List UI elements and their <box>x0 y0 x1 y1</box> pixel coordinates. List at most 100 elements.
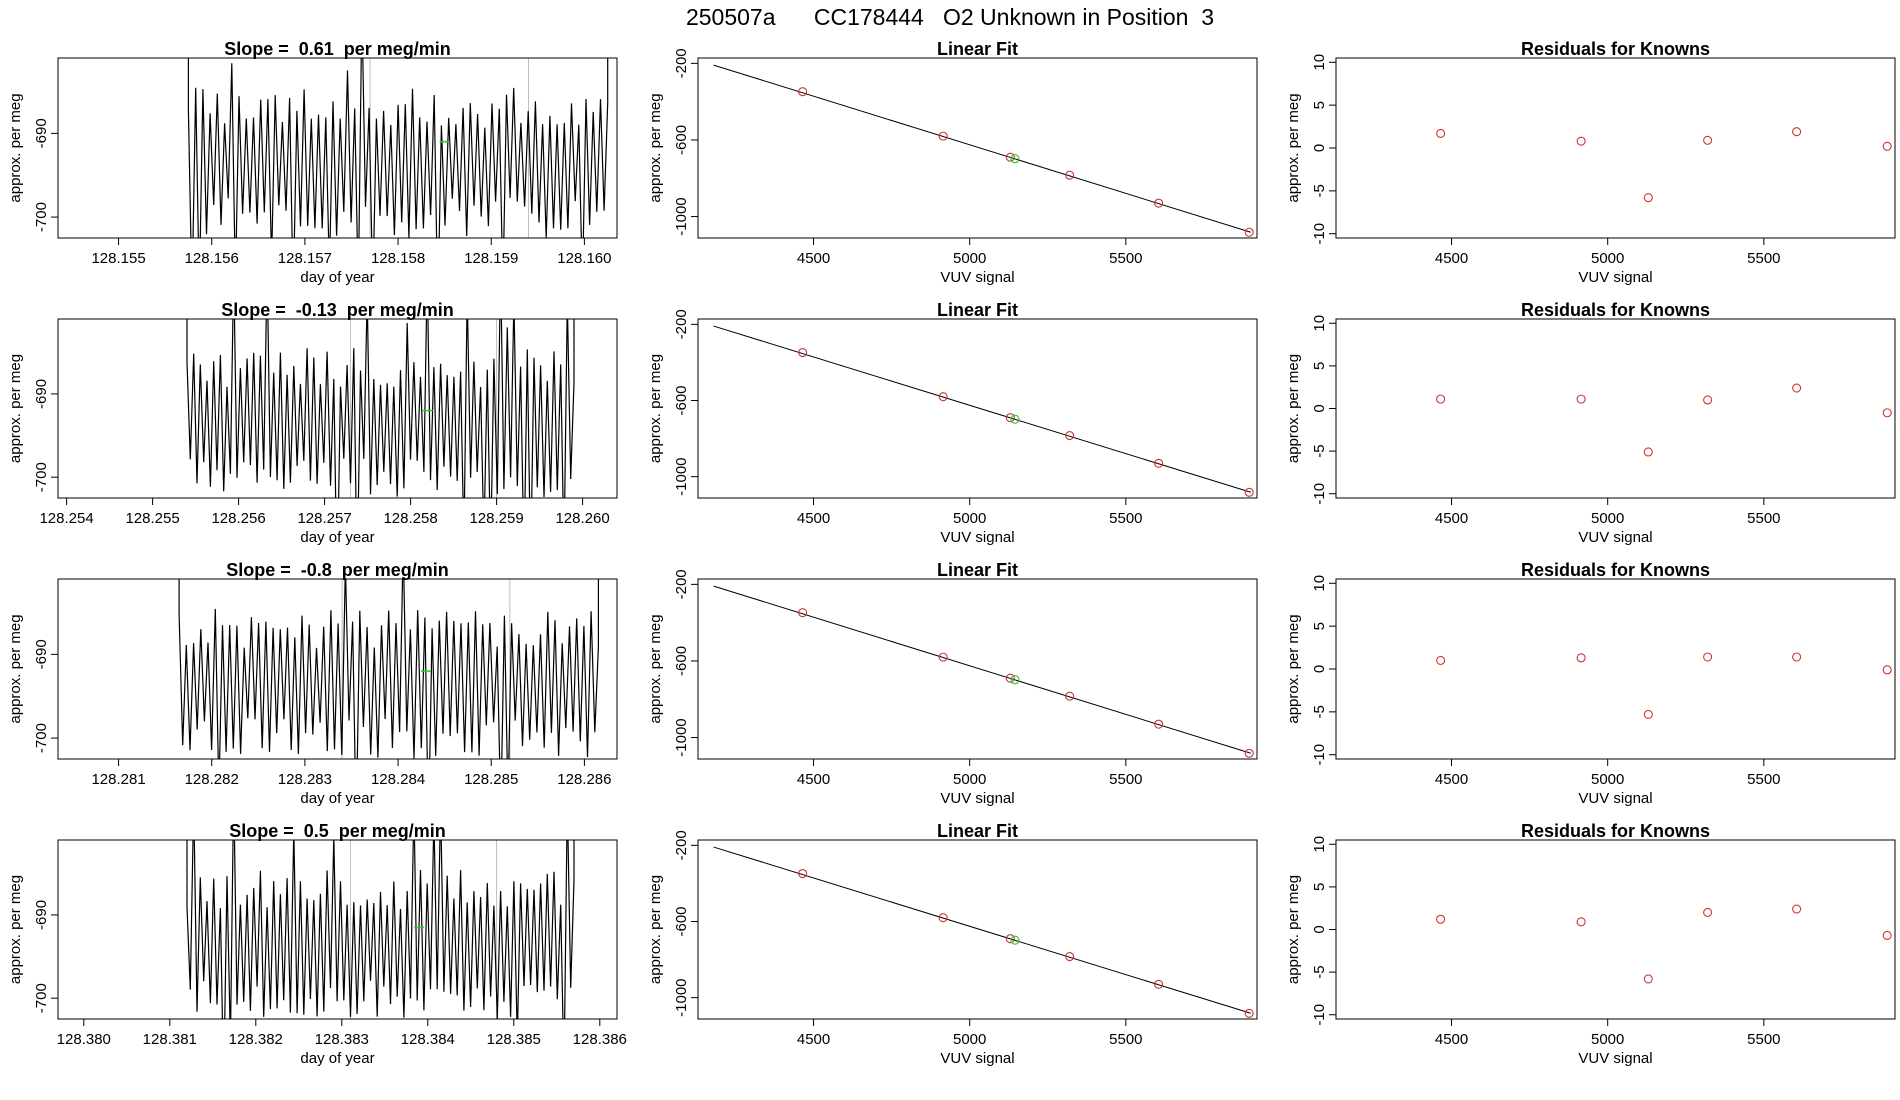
known-point <box>1643 447 1653 457</box>
signal-trace <box>186 840 575 1019</box>
unknown-point <box>1010 675 1020 685</box>
x-tick-label: 128.386 <box>573 1031 627 1048</box>
x-tick-label: 128.384 <box>401 1031 455 1048</box>
x-tick-label: 128.256 <box>211 510 265 527</box>
y-tick-label: -690 <box>33 379 50 409</box>
x-tick-label: 5000 <box>953 771 986 788</box>
x-tick-label: 5500 <box>1109 250 1142 267</box>
x-tick-label: 5000 <box>1591 771 1624 788</box>
y-tick-label: 10 <box>1311 315 1328 332</box>
x-tick-label: 5000 <box>1591 250 1624 267</box>
known-point <box>1005 413 1015 423</box>
x-tick-label: 5500 <box>1109 771 1142 788</box>
plot-area <box>713 64 1254 237</box>
y-tick-label: 5 <box>1311 362 1328 370</box>
known-point <box>1436 394 1446 404</box>
signal-trace <box>187 58 609 238</box>
plot-area <box>1436 383 1892 457</box>
unknown-point <box>1010 935 1020 945</box>
x-axis-label: day of year <box>300 790 374 807</box>
x-tick-label: 128.281 <box>91 771 145 788</box>
plot-area <box>186 840 575 1019</box>
y-tick-label: -690 <box>33 118 50 148</box>
known-point <box>1882 141 1892 151</box>
known-point <box>938 131 948 141</box>
x-tick-label: 5500 <box>1747 771 1780 788</box>
known-point <box>1005 934 1015 944</box>
fit-line <box>713 846 1251 1014</box>
x-tick-label: 128.159 <box>464 250 518 267</box>
plot-frame <box>1335 578 1896 760</box>
y-tick-label: 0 <box>1311 404 1328 412</box>
y-tick-label: 5 <box>1311 622 1328 630</box>
chart-title: Residuals for Knowns <box>1521 821 1710 841</box>
x-tick-label: 128.158 <box>371 250 425 267</box>
x-tick-label: 4500 <box>1435 771 1468 788</box>
y-tick-label: 0 <box>1311 665 1328 673</box>
known-point <box>1244 1008 1254 1018</box>
chart-title: Slope = -0.13 per meg/min <box>221 300 454 320</box>
x-tick-label: 128.383 <box>315 1031 369 1048</box>
chart-panel-r4c2: Linear Fit 4500 5000 5500 -200 -600 -1000 VUV s… <box>647 821 1258 1067</box>
plot-frame <box>57 318 618 499</box>
y-axis-label: approx. per meg <box>1285 354 1302 463</box>
chart-title: Slope = 0.61 per meg/min <box>224 39 451 59</box>
chart-title: Linear Fit <box>937 300 1018 320</box>
x-tick-label: 4500 <box>797 771 830 788</box>
y-tick-label: -10 <box>1311 223 1328 245</box>
fit-line <box>713 64 1251 233</box>
fit-line <box>713 585 1251 754</box>
x-tick-label: 128.258 <box>383 510 437 527</box>
x-tick-label: 5000 <box>953 250 986 267</box>
y-tick-label: -1000 <box>673 978 690 1016</box>
y-tick-label: -690 <box>33 900 50 930</box>
x-tick-label: 128.259 <box>469 510 523 527</box>
x-axis-label: VUV signal <box>1578 1050 1652 1067</box>
chart-title: Linear Fit <box>937 39 1018 59</box>
known-point <box>1643 974 1653 984</box>
y-axis-label: approx. per meg <box>7 354 24 463</box>
x-tick-label: 4500 <box>797 250 830 267</box>
unknown-point <box>1010 414 1020 424</box>
y-tick-label: -5 <box>1311 965 1328 978</box>
plot-area <box>713 846 1254 1018</box>
known-point <box>1882 930 1892 941</box>
y-tick-label: 0 <box>1311 925 1328 933</box>
chart-title: Linear Fit <box>937 560 1018 580</box>
known-point <box>1882 408 1892 418</box>
plot-area <box>186 319 575 498</box>
x-axis-label: VUV signal <box>940 269 1014 286</box>
known-point <box>1643 193 1653 203</box>
x-tick-label: 5000 <box>953 510 986 527</box>
known-point <box>1065 951 1075 962</box>
y-axis-label: approx. per meg <box>647 93 664 202</box>
chart-title: Residuals for Knowns <box>1521 39 1710 59</box>
y-tick-label: -200 <box>673 309 690 339</box>
known-point <box>938 392 948 402</box>
x-tick-label: 5500 <box>1747 1031 1780 1048</box>
known-point <box>1576 917 1586 927</box>
y-tick-label: 10 <box>1311 54 1328 71</box>
known-point <box>1703 135 1713 145</box>
y-axis-label: approx. per meg <box>7 614 24 723</box>
unknown-point <box>1010 154 1020 164</box>
x-tick-label: 128.155 <box>91 250 145 267</box>
x-tick-label: 128.254 <box>39 510 93 527</box>
chart-panel-r4c3: Residuals for Knowns 4500 5000 5500 10 5 0 -5 -1… <box>1285 821 1896 1067</box>
x-tick-label: 4500 <box>797 1031 830 1048</box>
known-point <box>798 87 808 97</box>
x-axis-label: VUV signal <box>1578 790 1652 807</box>
x-tick-label: 128.283 <box>278 771 332 788</box>
known-point <box>1244 748 1254 758</box>
chart-panel-r3c1: Slope = -0.8 per meg/min 128.281 128.282 12… <box>7 560 618 807</box>
known-point <box>798 347 808 358</box>
known-point <box>1576 136 1586 146</box>
plot-area <box>1436 127 1892 203</box>
x-axis-label: VUV signal <box>1578 529 1652 546</box>
y-axis-label: approx. per meg <box>647 875 664 984</box>
y-tick-label: 0 <box>1311 144 1328 152</box>
plot-frame <box>697 318 1258 499</box>
x-tick-label: 128.255 <box>125 510 179 527</box>
x-tick-label: 5000 <box>1591 510 1624 527</box>
plot-frame <box>1335 318 1896 499</box>
